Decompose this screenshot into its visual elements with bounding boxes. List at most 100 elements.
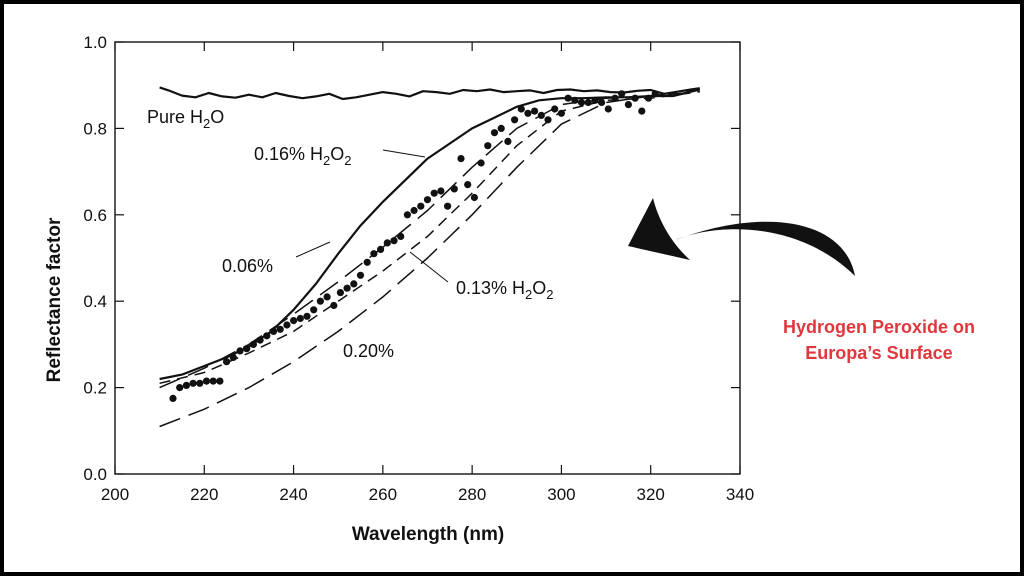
x-tick-label: 340 [726, 485, 754, 504]
data-point [269, 327, 278, 335]
data-point [470, 193, 478, 202]
caption: Hydrogen Peroxide on Europa’s Surface [745, 314, 1013, 366]
data-point [196, 379, 204, 387]
data-point [417, 202, 425, 210]
data-point [290, 317, 298, 325]
label-pure-h2o: Pure H2O [147, 107, 224, 131]
data-point [618, 90, 626, 98]
data-points [169, 90, 659, 402]
leader-006 [295, 241, 331, 258]
series-line-3 [159, 88, 700, 389]
y-tick-label: 1.0 [83, 33, 107, 52]
data-point [644, 94, 653, 102]
data-point [403, 211, 411, 219]
data-point [256, 336, 264, 344]
data-point [517, 105, 525, 113]
data-point [430, 189, 438, 197]
data-point [591, 96, 599, 104]
x-tick-label: 300 [547, 485, 575, 504]
axis-ticks: 200 220 240 260 280 300 320 340 0.0 0.2 0.4 0.6 0.8 1… [83, 33, 754, 504]
data-point [243, 345, 251, 353]
data-point [584, 98, 592, 107]
data-point [497, 124, 505, 132]
data-point [457, 155, 465, 163]
curved-arrow-icon [628, 198, 855, 276]
label-016-h2o2: 0.16% H2O2 [254, 144, 352, 168]
label-006: 0.06% [222, 256, 273, 276]
data-point [397, 232, 405, 240]
leader-016 [382, 149, 426, 158]
caption-line-2: Europa’s Surface [805, 343, 953, 363]
x-tick-label: 280 [458, 485, 486, 504]
data-point [370, 250, 378, 258]
y-tick-label: 0.4 [83, 292, 107, 311]
data-point [490, 129, 499, 137]
data-point [571, 96, 579, 104]
data-point [464, 181, 472, 189]
label-pure-h2o-sub: 2 [203, 116, 210, 131]
y-axis-title: Reflectance factor [44, 217, 65, 382]
data-point [624, 101, 633, 109]
data-point [557, 109, 566, 117]
data-point [444, 202, 452, 210]
data-point [651, 90, 659, 98]
series-line-4 [159, 90, 700, 385]
data-point [283, 321, 291, 329]
label-016-mid: O [330, 144, 344, 164]
y-tick-label: 0.6 [83, 206, 107, 225]
data-point [209, 377, 217, 385]
label-pure-h2o-text: Pure H [147, 107, 203, 127]
data-point [182, 381, 190, 389]
x-tick-label: 240 [279, 485, 307, 504]
x-tick-label: 200 [101, 485, 129, 504]
data-point [276, 325, 284, 333]
data-point [363, 258, 371, 266]
data-point [189, 379, 197, 387]
data-point [336, 289, 344, 297]
label-013-sub2: 2 [546, 287, 553, 302]
data-point [524, 109, 532, 117]
data-point [169, 394, 177, 402]
x-tick-label: 220 [190, 485, 218, 504]
data-point [537, 111, 545, 119]
data-point [343, 284, 351, 292]
data-point [423, 196, 432, 204]
data-point [229, 353, 237, 361]
data-point [477, 159, 485, 167]
data-point [390, 237, 398, 245]
data-point [510, 116, 519, 124]
data-point [638, 107, 646, 115]
data-point [303, 312, 311, 320]
data-point [437, 187, 445, 195]
data-point [564, 94, 572, 102]
data-point [450, 185, 458, 193]
data-point [223, 358, 231, 366]
label-016-sub2: 2 [344, 153, 351, 168]
data-point [551, 105, 559, 113]
data-point [484, 142, 492, 150]
caption-line-1: Hydrogen Peroxide on [782, 317, 976, 337]
data-point [383, 239, 391, 247]
label-020: 0.20% [343, 341, 394, 361]
data-point [598, 98, 606, 107]
data-point [377, 245, 385, 253]
y-tick-label: 0.2 [83, 379, 107, 398]
plot-area-border [114, 41, 741, 475]
y-tick-label: 0.0 [83, 465, 107, 484]
data-point [310, 306, 318, 314]
data-point [356, 271, 365, 279]
x-tick-label: 320 [637, 485, 665, 504]
data-point [236, 347, 244, 355]
data-point [350, 280, 358, 288]
series-line-5 [159, 90, 700, 428]
data-point [577, 98, 586, 107]
data-point [176, 384, 184, 392]
label-013-h2o2: 0.13% H2O2 [456, 278, 554, 302]
label-013-text: 0.13% H [456, 278, 525, 298]
data-point [504, 137, 512, 145]
data-point [216, 377, 224, 385]
data-point [531, 107, 539, 115]
data-point [249, 340, 257, 348]
data-point [202, 377, 211, 385]
